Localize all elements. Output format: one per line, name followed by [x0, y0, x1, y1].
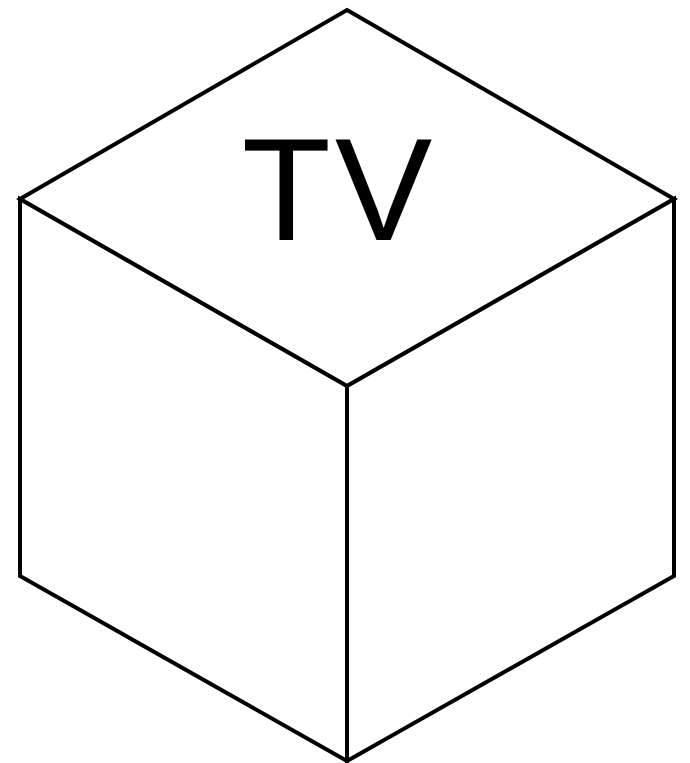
- cube: [15, 7, 679, 763]
- cube-label: TV: [242, 108, 437, 271]
- cube-left-face: [18, 195, 349, 763]
- cube-right-face: [345, 195, 676, 763]
